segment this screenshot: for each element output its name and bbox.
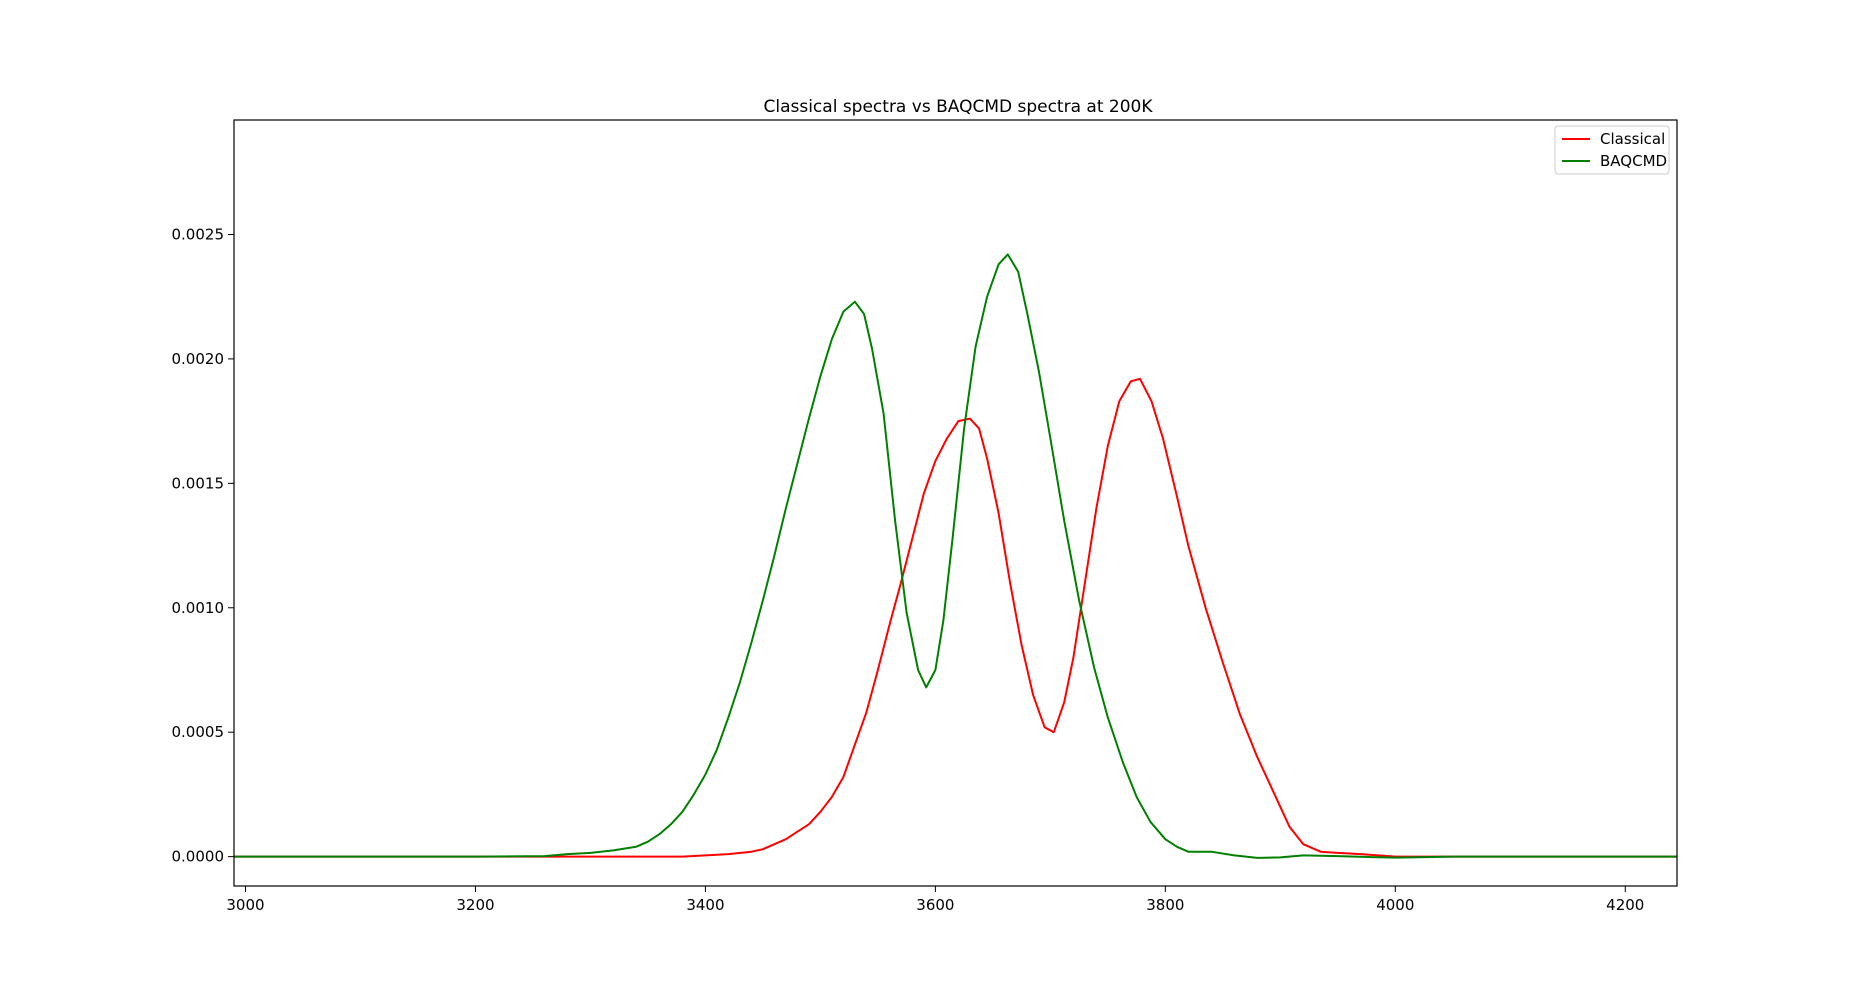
x-axis-ticks: 3000 3200 3400 3600 3800 4000 4200 [226, 886, 1644, 914]
x-tick-label: 4200 [1606, 896, 1644, 914]
series-line-baqcmd [234, 253, 1677, 859]
plot-frame [233, 119, 1678, 887]
plot-lines [234, 253, 1677, 859]
series-line-classical [234, 377, 1677, 858]
y-tick-label: 0.0005 [172, 723, 225, 741]
legend-label-baqcmd: BAQCMD [1600, 152, 1667, 170]
y-tick-label: 0.0015 [172, 474, 225, 492]
legend: Classical BAQCMD [1554, 125, 1670, 175]
y-axis-ticks: 0.0000 0.0005 0.0010 0.0015 0.0020 0.0025 [172, 225, 234, 866]
y-tick-label: 0.0000 [172, 848, 225, 866]
x-tick-label: 3600 [916, 896, 954, 914]
y-tick-label: 0.0010 [172, 599, 225, 617]
x-tick-label: 3400 [686, 896, 724, 914]
y-tick-label: 0.0025 [172, 225, 225, 243]
x-tick-label: 3800 [1146, 896, 1184, 914]
x-tick-label: 4000 [1376, 896, 1414, 914]
legend-label-classical: Classical [1600, 130, 1665, 148]
chart-title: Classical spectra vs BAQCMD spectra at 2… [763, 97, 1153, 117]
x-tick-label: 3200 [456, 896, 494, 914]
y-tick-label: 0.0020 [172, 350, 225, 368]
x-tick-label: 3000 [226, 896, 264, 914]
